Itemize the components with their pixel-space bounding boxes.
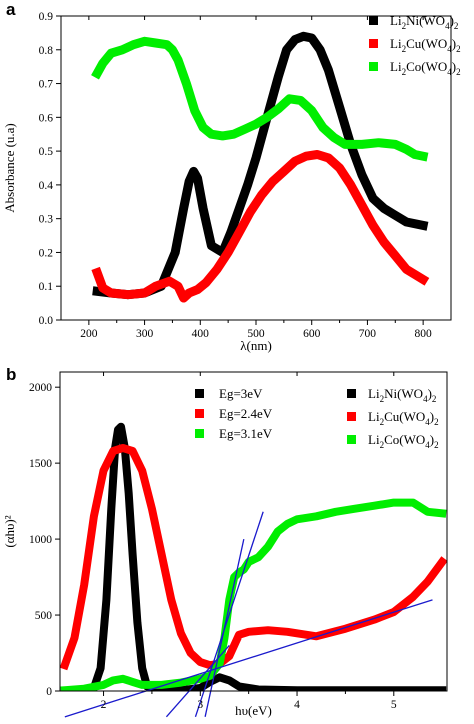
y-tick-label: 0.5 <box>39 146 54 158</box>
x-tick-label: 4 <box>294 699 300 711</box>
panel-a-chart: 200 300 400 500 600 700 800 0.0 0.1 0.2 0.3 0.4 0.5 0… <box>2 11 461 353</box>
bandgap-marker-2 <box>195 409 204 418</box>
y-axis-title: (αhυ)² <box>2 515 17 547</box>
y-tick-label: 0.8 <box>39 45 54 57</box>
x-tick-label: 300 <box>136 328 154 340</box>
legend-label: Li2Cu(WO4)2 <box>390 36 461 54</box>
legend-marker-b-1 <box>347 389 356 398</box>
legend-label: Li2Cu(WO4)2 <box>368 409 439 427</box>
series-line-2 <box>91 150 430 303</box>
legend-label: Li2Ni(WO4)2 <box>368 386 436 404</box>
x-tick-label: 200 <box>80 328 98 340</box>
x-tick-label: 600 <box>303 328 321 340</box>
legend-marker-1 <box>369 16 378 25</box>
legend-label: Li2Co(WO4)2 <box>368 432 439 450</box>
series-line-1 <box>92 31 429 300</box>
y-tick-label: 2000 <box>29 382 52 394</box>
bandgap-label-3: Eg=3.1eV <box>219 426 273 441</box>
panel-a-label: a <box>6 0 16 19</box>
x-tick-label: 2 <box>101 699 107 711</box>
legend-marker-3 <box>369 62 378 71</box>
x-tick-label: 700 <box>359 328 377 340</box>
legend-label: Li2Ni(WO4)2 <box>390 13 458 31</box>
series-group <box>91 31 430 303</box>
tangent-line-4 <box>204 538 245 717</box>
plot-frame <box>59 371 448 692</box>
series-line-2 <box>60 444 447 671</box>
y-tick-label: 0.2 <box>39 247 54 259</box>
x-tick-label: 5 <box>391 699 397 711</box>
y-tick-label: 1500 <box>29 458 52 470</box>
x-axis-title: hυ(eV) <box>235 703 272 718</box>
bandgap-marker-1 <box>195 389 204 398</box>
tangent-line-3 <box>165 644 230 718</box>
y-tick-label: 500 <box>35 610 53 622</box>
series-line-3 <box>60 498 447 691</box>
y-tick-label: 0.4 <box>39 180 54 192</box>
x-axis-title: λ(nm) <box>240 338 272 353</box>
y-axis-title: Absorbance (u.a) <box>2 123 17 213</box>
legend-marker-b-2 <box>347 412 356 421</box>
series-group <box>60 422 447 691</box>
bandgap-label-2: Eg=2.4eV <box>219 406 273 421</box>
y-tick-label: 0 <box>46 686 52 698</box>
x-tick-label: 500 <box>247 328 265 340</box>
y-tick-label: 0.3 <box>39 214 54 226</box>
x-tick-label: 800 <box>415 328 433 340</box>
y-tick-label: 0.9 <box>39 11 54 23</box>
bandgap-marker-3 <box>195 429 204 438</box>
y-tick-label: 0.1 <box>39 281 54 293</box>
legend-marker-b-3 <box>347 435 356 444</box>
panel-b-chart: 2 3 4 5 0 500 1000 1500 2000 hυ(eV) (αhυ)² Eg=3eV Eg… <box>2 371 448 718</box>
panel-b-label: b <box>6 365 16 384</box>
x-tick-label: 400 <box>192 328 210 340</box>
bandgap-label-1: Eg=3eV <box>219 386 263 401</box>
series-line-3 <box>91 36 429 162</box>
y-tick-label: 0.7 <box>39 79 54 91</box>
legend-label: Li2Co(WO4)2 <box>390 59 461 77</box>
y-tick-label: 0.6 <box>39 112 54 124</box>
y-tick-label: 1000 <box>29 534 52 546</box>
x-tick-label: 3 <box>197 699 203 711</box>
tangent-line-2 <box>194 511 264 718</box>
legend-marker-2 <box>369 39 378 48</box>
tangent-line-1 <box>64 599 433 718</box>
series-line-1 <box>60 422 447 691</box>
y-tick-label: 0.0 <box>39 315 54 327</box>
